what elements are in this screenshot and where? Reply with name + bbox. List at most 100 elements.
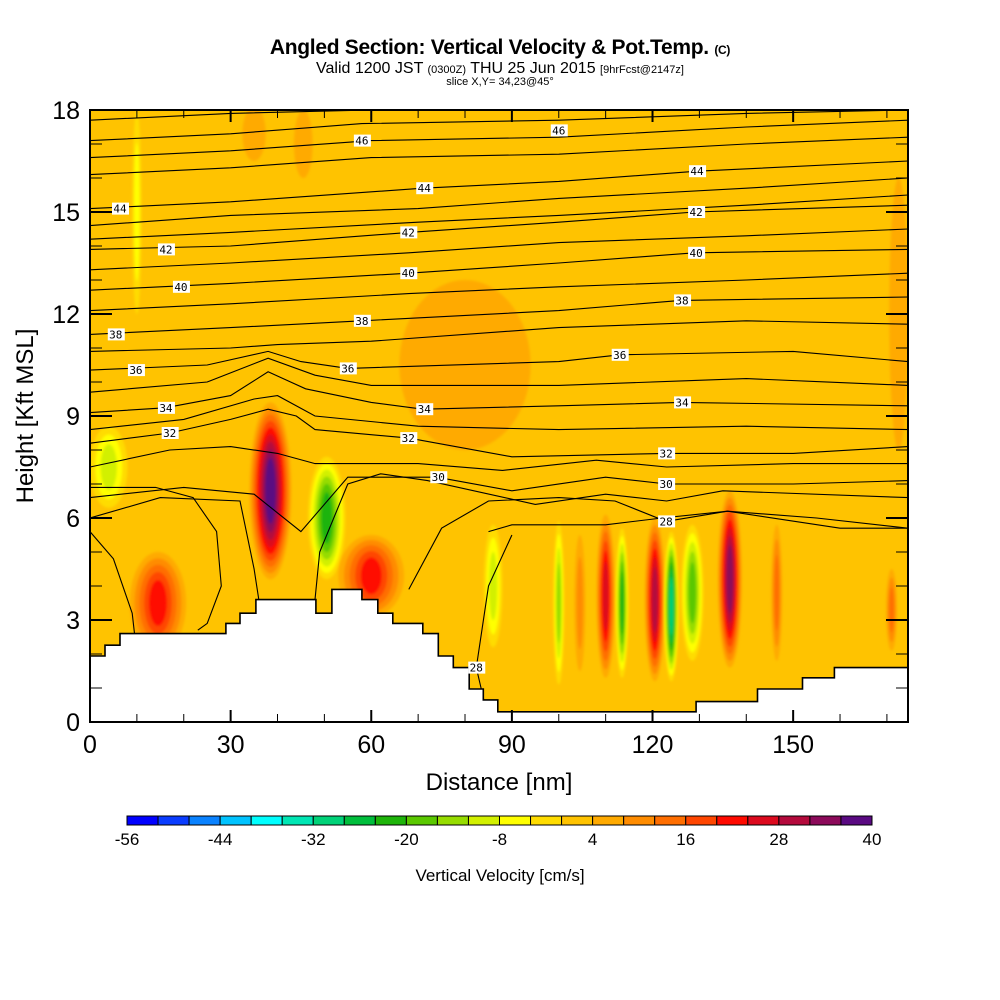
- contour-label-text: 44: [113, 203, 127, 216]
- velocity-contour-band: [889, 587, 895, 633]
- isentrope-line: [90, 531, 136, 634]
- contour-label-text: 36: [129, 364, 142, 377]
- terrain-profile: [90, 588, 908, 722]
- colorbar-tick-label: -44: [208, 830, 233, 849]
- velocity-contour-band: [669, 577, 674, 636]
- x-tick-label: 150: [772, 731, 814, 759]
- contour-label-text: 30: [432, 471, 445, 484]
- isentrope-line: [314, 473, 908, 600]
- isentrope-line: [90, 110, 908, 142]
- valid-date: THU 25 Jun 2015: [470, 60, 596, 77]
- velocity-cell: [483, 524, 503, 648]
- colorbar-tick-label: -32: [301, 830, 326, 849]
- velocity-contour-band: [100, 444, 117, 490]
- velocity-contour-band: [726, 545, 733, 614]
- velocity-contour-band: [774, 554, 780, 631]
- colorbar-tick-label: -56: [115, 830, 140, 849]
- x-tick-label: 60: [357, 731, 385, 759]
- colorbar-swatch: [499, 815, 532, 826]
- y-tick-label: 3: [66, 607, 80, 635]
- colorbar-title: Vertical Velocity [cm/s]: [415, 866, 584, 885]
- isentrope-line: [90, 194, 908, 240]
- valid-time: Valid 1200 JST (0300Z) THU 25 Jun 2015 […: [0, 60, 1000, 78]
- contour-label-text: 32: [659, 447, 672, 460]
- velocity-contour-band: [265, 457, 276, 524]
- colorbar-swatch: [809, 815, 842, 826]
- contour-label: 42: [688, 206, 706, 219]
- contour-label-text: 38: [675, 294, 688, 307]
- contour-label: 28: [658, 515, 676, 528]
- contour-label-text: 40: [689, 247, 702, 260]
- colorbar-swatch: [219, 815, 252, 826]
- isentrope-line: [90, 486, 222, 631]
- velocity-cell: [596, 514, 616, 678]
- colorbar-tick-label: -8: [492, 830, 507, 849]
- contour-label: 28: [468, 661, 486, 675]
- contour-label: 42: [400, 226, 418, 239]
- velocity-cell: [615, 528, 629, 678]
- x-tick-label: 0: [83, 731, 97, 759]
- isentrope-line: [90, 395, 908, 431]
- contour-label: 44: [689, 165, 707, 178]
- colorbar-swatch: [530, 815, 563, 826]
- contour-label: 40: [688, 247, 706, 260]
- slice-info: slice X,Y= 34,23@45°: [446, 76, 554, 88]
- contour-label-text: 38: [355, 315, 368, 328]
- velocity-cell: [249, 402, 292, 580]
- contour-label: 38: [107, 328, 125, 341]
- colorbar-swatch: [716, 815, 749, 826]
- colorbar-swatch: [840, 815, 873, 826]
- contour-label-text: 34: [159, 402, 173, 415]
- contour-label: 34: [157, 401, 175, 415]
- contour-label: 40: [172, 280, 190, 294]
- velocity-contour-band: [652, 566, 658, 633]
- title-units: (C): [714, 43, 731, 57]
- contour-label-text: 30: [659, 478, 672, 491]
- colorbar-swatch: [747, 815, 780, 826]
- isentrope-line: [90, 320, 908, 352]
- velocity-contour-band: [293, 110, 313, 178]
- velocity-cell: [293, 110, 313, 178]
- contour-label: 38: [674, 294, 692, 307]
- contour-label: 40: [400, 267, 418, 280]
- colorbar-swatch: [281, 815, 314, 826]
- colorbar-tick-label: 4: [588, 830, 597, 849]
- contour-label-text: 38: [109, 328, 122, 341]
- contour-label: 36: [611, 348, 629, 362]
- contour-label-text: 40: [402, 267, 415, 280]
- velocity-contour-band: [148, 580, 167, 626]
- isentrope-line: [90, 371, 908, 414]
- velocity-cell: [681, 524, 704, 661]
- colorbar-swatch: [188, 815, 221, 826]
- contour-label-text: 46: [355, 135, 368, 148]
- colorbar-swatch: [592, 815, 625, 826]
- contour-label-text: 42: [159, 243, 172, 256]
- isentrope-line: [90, 136, 908, 176]
- velocity-cell: [771, 524, 783, 661]
- contour-label-text: 40: [174, 281, 187, 294]
- title-text: Angled Section: Vertical Velocity & Pot.…: [269, 36, 709, 59]
- colorbar-swatch: [312, 815, 345, 826]
- isentrope-line: [90, 497, 260, 600]
- velocity-cell: [553, 521, 565, 685]
- contour-label: 36: [339, 362, 357, 375]
- isentrope-line: [90, 357, 908, 393]
- velocity-contour-band: [688, 562, 696, 624]
- contour-label-text: 28: [470, 662, 483, 675]
- chart-title: Angled Section: Vertical Velocity & Pot.…: [0, 36, 1000, 60]
- colorbar-swatch: [250, 815, 283, 826]
- velocity-contour-band: [360, 557, 382, 595]
- colorbar-swatch: [685, 815, 718, 826]
- contour-label: 44: [112, 202, 130, 216]
- isentrope-line: [90, 408, 908, 458]
- colorbar-swatch: [467, 815, 501, 826]
- x-tick-label: 90: [498, 731, 526, 759]
- velocity-contour-band: [576, 556, 584, 650]
- colorbar-tick-label: 28: [769, 830, 788, 849]
- isentrope-line: [90, 177, 908, 227]
- velocity-cell: [717, 490, 743, 668]
- contour-label: 46: [353, 134, 371, 148]
- isentrope-line: [90, 228, 908, 271]
- velocity-cell: [307, 456, 346, 580]
- y-tick-label: 0: [66, 709, 80, 737]
